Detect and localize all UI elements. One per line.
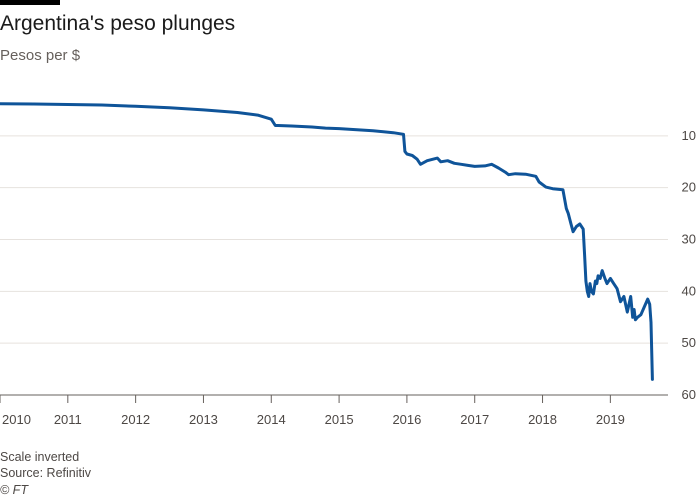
source-note: Source: Refinitiv [0,466,92,480]
x-tick-label-2016: 2016 [392,412,421,427]
axis-ticks: 10 20 30 40 50 60 2010 2011 2012 2013 2014 2015 2016… [0,128,696,427]
x-tick-label-2010: 2010 [2,412,31,427]
x-tick-label-2017: 2017 [460,412,489,427]
y-tick-label-30: 30 [682,232,696,247]
chart-title: Argentina's peso plunges [0,12,236,35]
x-tick-label-2012: 2012 [121,412,150,427]
line-chart: 10 20 30 40 50 60 2010 2011 2012 2013 2014 2015 2016… [0,102,696,427]
series-layer [0,102,654,381]
y-tick-label-40: 40 [682,283,696,298]
gridlines [0,135,668,396]
credit: © FT [0,483,28,497]
x-tick-label-2014: 2014 [257,412,286,427]
x-tick-label-2019: 2019 [596,412,625,427]
chart-subtitle: Pesos per $ [0,47,81,64]
y-tick-label-60: 60 [682,387,696,402]
y-tick-label-50: 50 [682,335,696,350]
series-line-0 [0,102,654,381]
x-tick-label-2013: 2013 [189,412,218,427]
x-tick-label-2015: 2015 [325,412,354,427]
y-tick-label-10: 10 [682,128,696,143]
x-tick-label-2011: 2011 [54,412,82,427]
scale-note: Scale inverted [0,450,80,464]
y-tick-label-20: 20 [682,180,696,195]
brand-bar [0,0,60,5]
x-tick-label-2018: 2018 [528,412,557,427]
